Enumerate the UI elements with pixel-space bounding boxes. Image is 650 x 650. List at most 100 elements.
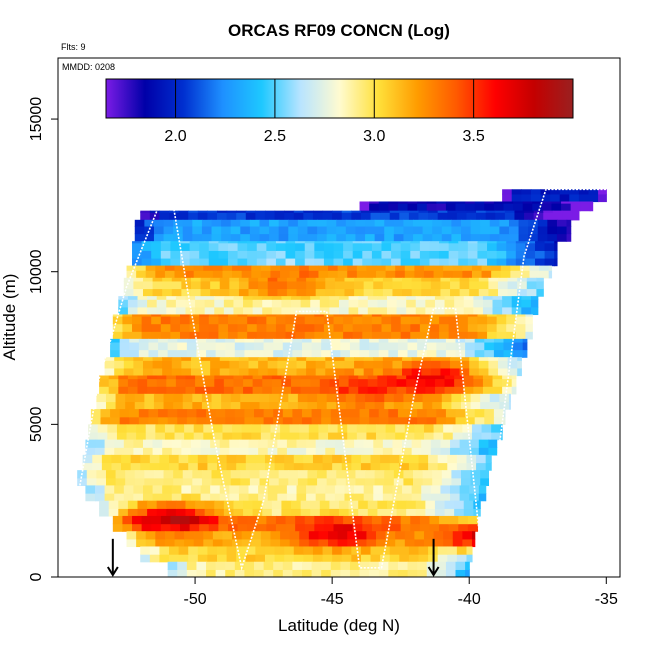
heatmap-cell [112,315,124,325]
heatmap-cell [367,375,378,380]
heatmap-cell [415,386,426,395]
heatmap-cell [296,447,307,456]
heatmap-cell [363,367,374,377]
heatmap-cell [385,265,396,271]
heatmap-cell [225,561,236,570]
heatmap-cell [147,508,158,517]
heatmap-cell [223,296,235,300]
heatmap-cell [474,338,485,343]
heatmap-cell [297,470,309,479]
heatmap-cell [433,270,444,279]
heatmap-cell [215,338,226,343]
heatmap-cell [554,250,558,259]
heatmap-cell [156,500,167,509]
heatmap-cell [270,538,281,548]
heatmap-cell [153,219,165,227]
heatmap-cell [477,242,488,251]
heatmap-cell [147,500,158,509]
heatmap-cell [403,225,414,235]
heatmap-cell [307,393,318,403]
heatmap-cell [469,367,480,377]
heatmap-cell [308,431,320,441]
heatmap-cell [450,447,461,456]
heatmap-cell [233,378,244,387]
heatmap-cell [162,439,173,448]
heatmap-cell [391,314,402,317]
heatmap-cell [314,523,325,532]
heatmap-cell [114,447,125,456]
heatmap-cell [112,523,124,532]
heatmap-cell [164,424,176,433]
heatmap-cell [373,493,384,502]
heatmap-cell [314,257,325,267]
heatmap-cell [440,367,451,377]
heatmap-cell [374,477,385,487]
heatmap-cell [371,257,383,267]
heatmap-cell [322,212,333,221]
heatmap-cell [186,416,198,425]
heatmap-cell [492,378,503,387]
heatmap-cell [240,225,251,235]
heatmap-cell [388,201,399,204]
heatmap-cell [411,357,422,361]
heatmap-cell [310,375,321,380]
heatmap-cell [206,569,217,577]
heatmap-cell [369,341,380,351]
heatmap-cell [303,454,314,464]
heatmap-cell [382,357,394,361]
heatmap-cell [142,367,154,377]
heatmap-cell [234,569,246,577]
heatmap-cell [281,508,292,517]
heatmap-cell [408,546,420,555]
heatmap-cell [465,561,470,570]
heatmap-cell [184,431,195,441]
heatmap-cell [493,409,505,418]
heatmap-cell [359,349,370,358]
heatmap-cell [511,296,522,300]
heatmap-cell [487,331,498,340]
heatmap-cell [477,331,488,340]
heatmap-cell [381,515,392,525]
heatmap-cell [217,210,228,213]
heatmap-cell [436,561,447,570]
heatmap-cell [297,401,309,410]
heatmap-cell [447,554,458,563]
heatmap-cell [539,270,550,279]
x-tick-label: -45 [321,591,344,608]
heatmap-cell [300,299,311,308]
heatmap-cell [436,416,447,425]
heatmap-cell [377,378,388,387]
heatmap-cell [484,338,495,343]
heatmap-cell [223,299,235,308]
heatmap-cell [306,277,317,282]
heatmap-cell [167,561,178,570]
heatmap-cell [506,241,517,244]
heatmap-cell [222,531,233,540]
heatmap-cell [422,470,433,479]
heatmap-cell [436,341,447,351]
heatmap-cell [275,314,287,317]
heatmap-cell [218,323,229,332]
heatmap-cell [164,270,176,279]
heatmap-cell [193,424,204,433]
heatmap-cell [167,409,178,418]
heatmap-cell [334,288,346,297]
heatmap-cell [142,277,154,282]
heatmap-cell [229,277,240,282]
heatmap-cell [373,360,384,369]
heatmap-cell [469,277,480,282]
heatmap-cell [105,401,117,410]
heatmap-cell [443,270,454,279]
heatmap-cell [171,288,182,297]
heatmap-cell [201,233,213,242]
heatmap-cell [230,219,241,227]
heatmap-cell [292,569,303,577]
heatmap-cell [138,349,150,358]
heatmap-cell [314,242,325,251]
heatmap-cell [402,357,413,361]
heatmap-cell [329,508,340,517]
heatmap-cell [301,561,313,570]
heatmap-cell [132,523,143,532]
heatmap-cell [566,233,572,242]
heatmap-cell [281,500,292,509]
